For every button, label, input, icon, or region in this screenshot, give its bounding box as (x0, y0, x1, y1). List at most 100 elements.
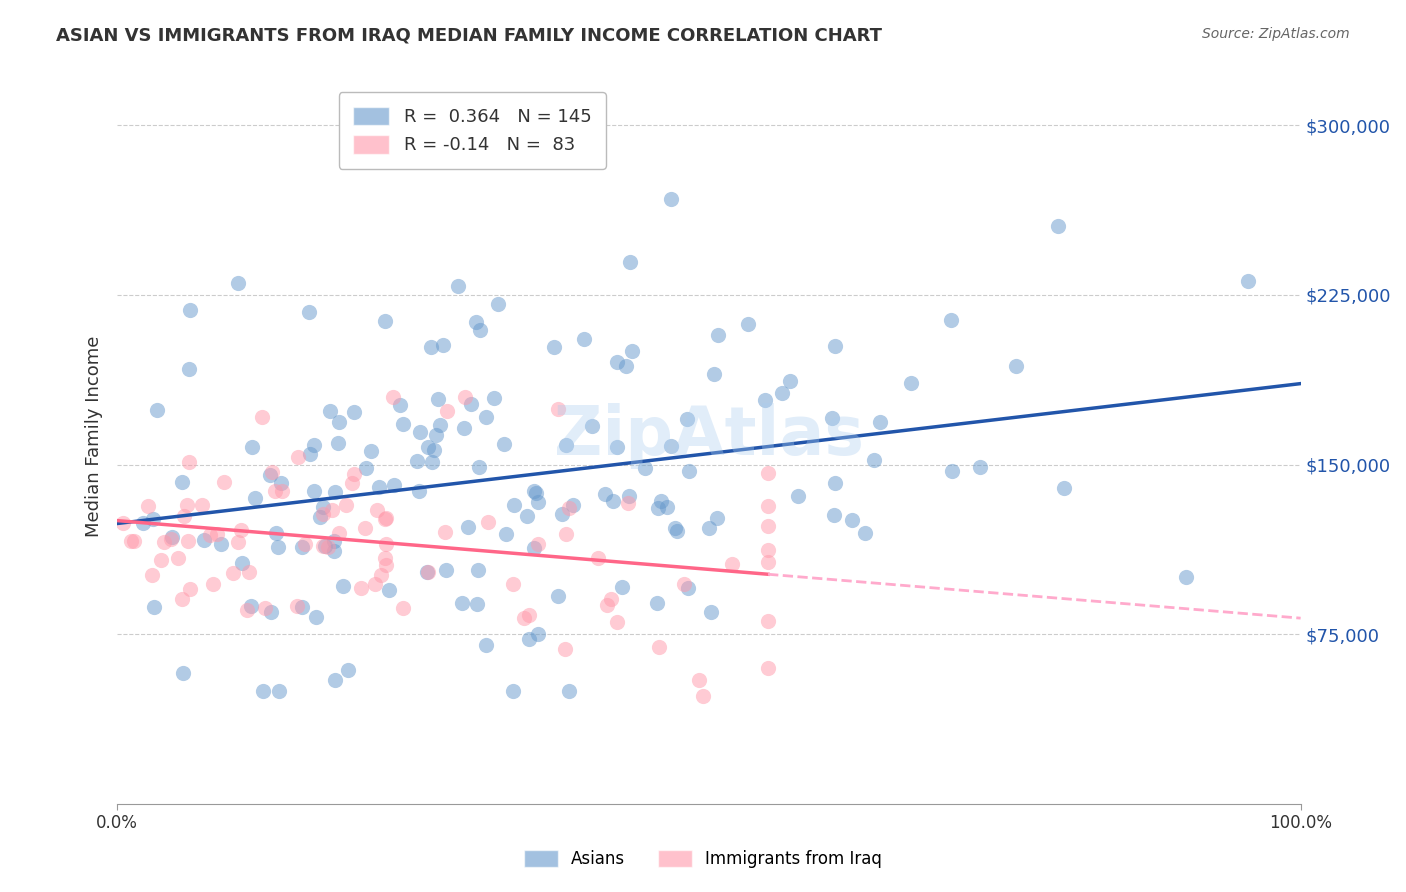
Immigrants from Iraq (374, 512, 396, 526)
Immigrants from Iraq (176, 498, 198, 512)
Asians (405, 454, 427, 468)
Asians (526, 627, 548, 641)
Asians (302, 438, 325, 452)
Asians (1053, 481, 1076, 495)
Immigrants from Iraq (392, 601, 415, 615)
Immigrants from Iraq (226, 534, 249, 549)
Asians (260, 605, 283, 619)
Asians (314, 539, 336, 553)
Asians (427, 392, 450, 407)
Immigrants from Iraq (205, 527, 228, 541)
Asians (322, 533, 344, 548)
Immigrants from Iraq (756, 614, 779, 628)
Immigrants from Iraq (756, 519, 779, 533)
Asians (131, 516, 153, 530)
Asians (360, 444, 382, 458)
Legend: Asians, Immigrants from Iraq: Asians, Immigrants from Iraq (517, 843, 889, 875)
Immigrants from Iraq (648, 640, 671, 654)
Asians (298, 305, 321, 319)
Immigrants from Iraq (364, 577, 387, 591)
Asians (561, 498, 583, 512)
Asians (305, 610, 328, 624)
Asians (516, 509, 538, 524)
Asians (328, 436, 350, 450)
Asians (492, 437, 515, 451)
Asians (593, 486, 616, 500)
Immigrants from Iraq (201, 576, 224, 591)
Asians (474, 638, 496, 652)
Asians (239, 599, 262, 613)
Immigrants from Iraq (111, 516, 134, 531)
Immigrants from Iraq (756, 500, 779, 514)
Asians (647, 501, 669, 516)
Asians (267, 540, 290, 554)
Immigrants from Iraq (321, 503, 343, 517)
Asians (659, 439, 682, 453)
Immigrants from Iraq (517, 608, 540, 623)
Asians (645, 596, 668, 610)
Immigrants from Iraq (222, 566, 245, 581)
Asians (322, 544, 344, 558)
Immigrants from Iraq (721, 558, 744, 572)
Asians (770, 386, 793, 401)
Immigrants from Iraq (418, 566, 440, 580)
Asians (526, 485, 548, 500)
Immigrants from Iraq (692, 690, 714, 704)
Asians (786, 489, 808, 503)
Asians (650, 494, 672, 508)
Asians (824, 475, 846, 490)
Asians (146, 402, 169, 417)
Asians (551, 507, 574, 521)
Asians (311, 500, 333, 514)
Asians (941, 464, 963, 478)
Asians (558, 683, 581, 698)
Asians (368, 480, 391, 494)
Immigrants from Iraq (673, 576, 696, 591)
Asians (434, 563, 457, 577)
Immigrants from Iraq (253, 601, 276, 615)
Asians (432, 337, 454, 351)
Asians (606, 440, 628, 454)
Immigrants from Iraq (340, 476, 363, 491)
Asians (554, 438, 576, 452)
Asians (243, 491, 266, 506)
Immigrants from Iraq (120, 534, 142, 549)
Asians (291, 540, 314, 554)
Asians (416, 440, 439, 454)
Asians (581, 418, 603, 433)
Asians (425, 428, 447, 442)
Asians (299, 447, 322, 461)
Asians (343, 404, 366, 418)
Asians (226, 276, 249, 290)
Asians (209, 537, 232, 551)
Asians (447, 278, 470, 293)
Immigrants from Iraq (374, 537, 396, 551)
Immigrants from Iraq (236, 603, 259, 617)
Immigrants from Iraq (318, 540, 340, 554)
Asians (675, 412, 697, 426)
Asians (470, 323, 492, 337)
Immigrants from Iraq (198, 528, 221, 542)
Asians (1174, 569, 1197, 583)
Asians (142, 512, 165, 526)
Asians (467, 563, 489, 577)
Immigrants from Iraq (436, 404, 458, 418)
Asians (332, 579, 354, 593)
Immigrants from Iraq (238, 565, 260, 579)
Asians (543, 340, 565, 354)
Asians (354, 461, 377, 475)
Asians (939, 313, 962, 327)
Asians (460, 397, 482, 411)
Asians (900, 376, 922, 391)
Immigrants from Iraq (756, 542, 779, 557)
Asians (703, 368, 725, 382)
Asians (853, 525, 876, 540)
Asians (252, 683, 274, 698)
Asians (420, 454, 443, 468)
Immigrants from Iraq (596, 598, 619, 612)
Asians (706, 511, 728, 525)
Asians (378, 583, 401, 598)
Immigrants from Iraq (214, 475, 236, 490)
Immigrants from Iraq (554, 642, 576, 657)
Immigrants from Iraq (173, 508, 195, 523)
